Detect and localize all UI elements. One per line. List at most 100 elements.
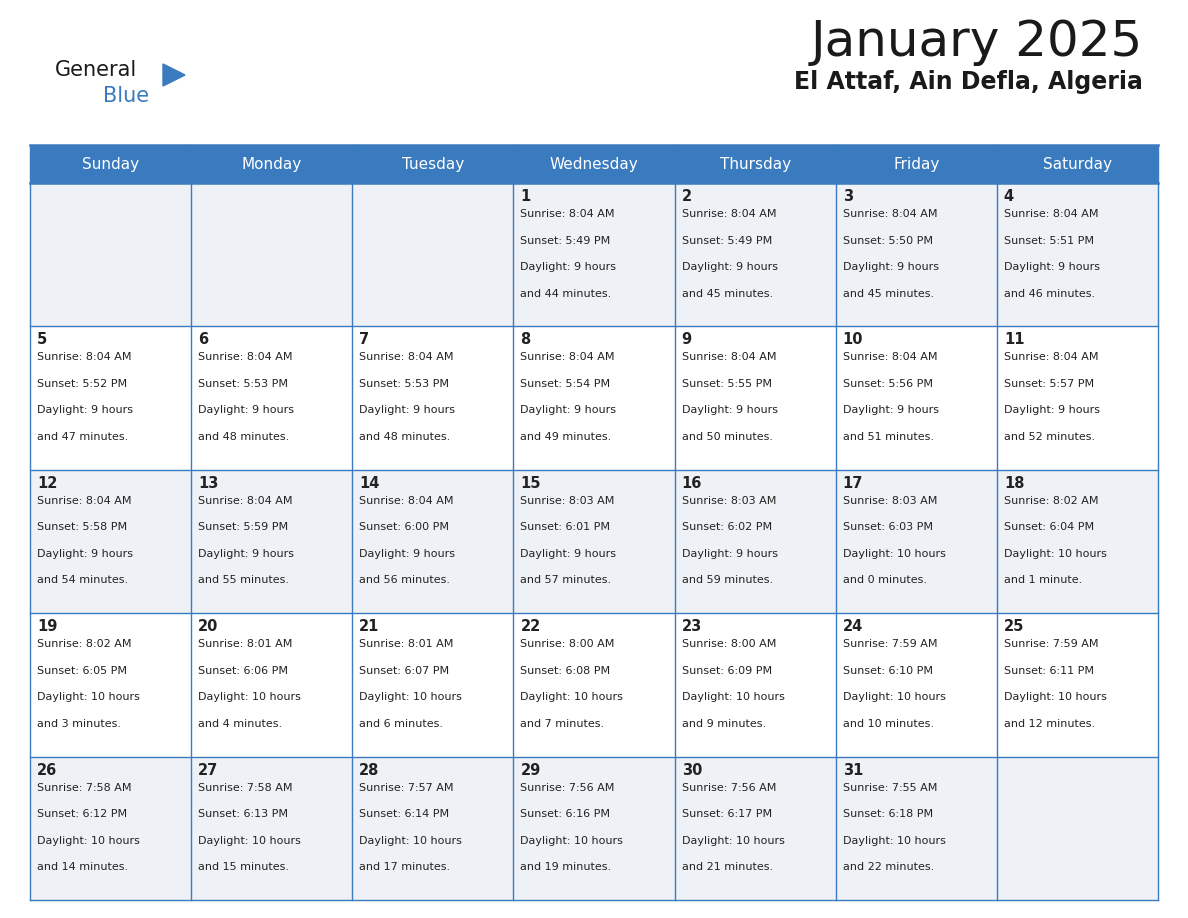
Text: Daylight: 10 hours: Daylight: 10 hours [842, 835, 946, 845]
Text: Sunset: 5:49 PM: Sunset: 5:49 PM [682, 236, 772, 245]
Text: Sunset: 5:52 PM: Sunset: 5:52 PM [37, 379, 127, 389]
Text: 18: 18 [1004, 476, 1024, 491]
Text: Sunset: 6:06 PM: Sunset: 6:06 PM [198, 666, 289, 676]
Text: 28: 28 [359, 763, 380, 778]
Text: and 10 minutes.: and 10 minutes. [842, 719, 934, 729]
Text: Sunrise: 8:04 AM: Sunrise: 8:04 AM [842, 209, 937, 219]
Text: 9: 9 [682, 332, 691, 347]
Text: Sunrise: 8:02 AM: Sunrise: 8:02 AM [1004, 496, 1099, 506]
Text: Sunset: 5:51 PM: Sunset: 5:51 PM [1004, 236, 1094, 245]
Text: Sunrise: 8:04 AM: Sunrise: 8:04 AM [1004, 209, 1099, 219]
Text: 6: 6 [198, 332, 208, 347]
Text: 4: 4 [1004, 189, 1015, 204]
Text: Daylight: 9 hours: Daylight: 9 hours [359, 406, 455, 416]
Text: Daylight: 10 hours: Daylight: 10 hours [842, 549, 946, 559]
Text: 19: 19 [37, 620, 57, 634]
Text: and 0 minutes.: and 0 minutes. [842, 576, 927, 586]
Text: Daylight: 10 hours: Daylight: 10 hours [359, 692, 462, 702]
Text: 26: 26 [37, 763, 57, 778]
Text: Sunrise: 8:04 AM: Sunrise: 8:04 AM [37, 496, 132, 506]
Text: Sunrise: 8:04 AM: Sunrise: 8:04 AM [198, 353, 292, 363]
Text: 31: 31 [842, 763, 864, 778]
Text: Daylight: 9 hours: Daylight: 9 hours [682, 262, 778, 272]
Text: Sunrise: 8:04 AM: Sunrise: 8:04 AM [520, 209, 615, 219]
Text: and 12 minutes.: and 12 minutes. [1004, 719, 1095, 729]
Text: Sunrise: 8:02 AM: Sunrise: 8:02 AM [37, 639, 132, 649]
Text: 12: 12 [37, 476, 57, 491]
Text: Sunset: 5:55 PM: Sunset: 5:55 PM [682, 379, 771, 389]
Text: Sunrise: 8:04 AM: Sunrise: 8:04 AM [198, 496, 292, 506]
Text: and 1 minute.: and 1 minute. [1004, 576, 1082, 586]
Text: Daylight: 9 hours: Daylight: 9 hours [198, 406, 295, 416]
Text: and 14 minutes.: and 14 minutes. [37, 862, 128, 872]
Text: and 51 minutes.: and 51 minutes. [842, 432, 934, 442]
Text: Daylight: 10 hours: Daylight: 10 hours [842, 692, 946, 702]
Text: January 2025: January 2025 [810, 18, 1143, 66]
Text: Daylight: 9 hours: Daylight: 9 hours [37, 549, 133, 559]
Text: Monday: Monday [241, 156, 302, 172]
Text: and 57 minutes.: and 57 minutes. [520, 576, 612, 586]
Text: Daylight: 9 hours: Daylight: 9 hours [198, 549, 295, 559]
Text: Sunset: 6:17 PM: Sunset: 6:17 PM [682, 809, 772, 819]
Text: Daylight: 10 hours: Daylight: 10 hours [37, 835, 140, 845]
Text: 13: 13 [198, 476, 219, 491]
Text: and 55 minutes.: and 55 minutes. [198, 576, 289, 586]
Bar [30, 183, 1158, 327]
Text: Sunrise: 8:04 AM: Sunrise: 8:04 AM [359, 353, 454, 363]
Text: 29: 29 [520, 763, 541, 778]
Text: Sunrise: 7:56 AM: Sunrise: 7:56 AM [682, 783, 776, 792]
Text: Sunrise: 8:03 AM: Sunrise: 8:03 AM [842, 496, 937, 506]
Text: Sunrise: 8:04 AM: Sunrise: 8:04 AM [682, 209, 776, 219]
Text: 27: 27 [198, 763, 219, 778]
Text: Sunset: 6:08 PM: Sunset: 6:08 PM [520, 666, 611, 676]
Text: Sunrise: 8:03 AM: Sunrise: 8:03 AM [520, 496, 615, 506]
Text: and 22 minutes.: and 22 minutes. [842, 862, 934, 872]
Text: 7: 7 [359, 332, 369, 347]
Text: and 9 minutes.: and 9 minutes. [682, 719, 766, 729]
Text: and 45 minutes.: and 45 minutes. [842, 288, 934, 298]
Text: Wednesday: Wednesday [550, 156, 638, 172]
Text: Sunset: 6:12 PM: Sunset: 6:12 PM [37, 809, 127, 819]
Text: Daylight: 10 hours: Daylight: 10 hours [198, 835, 301, 845]
Text: Sunset: 6:02 PM: Sunset: 6:02 PM [682, 522, 772, 532]
Text: Daylight: 9 hours: Daylight: 9 hours [682, 406, 778, 416]
Text: Sunset: 5:56 PM: Sunset: 5:56 PM [842, 379, 933, 389]
Text: Sunrise: 7:55 AM: Sunrise: 7:55 AM [842, 783, 937, 792]
Text: Sunset: 5:49 PM: Sunset: 5:49 PM [520, 236, 611, 245]
Text: Sunrise: 7:56 AM: Sunrise: 7:56 AM [520, 783, 615, 792]
Text: Sunrise: 8:04 AM: Sunrise: 8:04 AM [842, 353, 937, 363]
Text: 14: 14 [359, 476, 380, 491]
Text: General: General [55, 60, 138, 80]
Text: 23: 23 [682, 620, 702, 634]
Text: and 52 minutes.: and 52 minutes. [1004, 432, 1095, 442]
Text: and 6 minutes.: and 6 minutes. [359, 719, 443, 729]
Text: Thursday: Thursday [720, 156, 791, 172]
Text: Daylight: 10 hours: Daylight: 10 hours [682, 692, 784, 702]
Text: Daylight: 10 hours: Daylight: 10 hours [198, 692, 301, 702]
Text: Sunrise: 8:01 AM: Sunrise: 8:01 AM [359, 639, 454, 649]
Text: Sunset: 6:16 PM: Sunset: 6:16 PM [520, 809, 611, 819]
Polygon shape [163, 64, 185, 86]
Text: 3: 3 [842, 189, 853, 204]
Text: 24: 24 [842, 620, 862, 634]
Text: Daylight: 10 hours: Daylight: 10 hours [520, 835, 624, 845]
Text: Sunset: 6:18 PM: Sunset: 6:18 PM [842, 809, 933, 819]
Text: and 4 minutes.: and 4 minutes. [198, 719, 283, 729]
Text: Sunset: 6:03 PM: Sunset: 6:03 PM [842, 522, 933, 532]
Text: Sunset: 6:00 PM: Sunset: 6:00 PM [359, 522, 449, 532]
Text: Sunset: 6:09 PM: Sunset: 6:09 PM [682, 666, 772, 676]
Text: Sunrise: 8:01 AM: Sunrise: 8:01 AM [198, 639, 292, 649]
Text: Daylight: 10 hours: Daylight: 10 hours [1004, 692, 1107, 702]
Bar [30, 613, 1158, 756]
Text: Daylight: 9 hours: Daylight: 9 hours [842, 262, 939, 272]
Text: Friday: Friday [893, 156, 940, 172]
Text: Sunrise: 8:04 AM: Sunrise: 8:04 AM [1004, 353, 1099, 363]
Text: Sunrise: 7:57 AM: Sunrise: 7:57 AM [359, 783, 454, 792]
Text: and 45 minutes.: and 45 minutes. [682, 288, 772, 298]
Text: Sunset: 6:11 PM: Sunset: 6:11 PM [1004, 666, 1094, 676]
Text: Sunrise: 8:04 AM: Sunrise: 8:04 AM [37, 353, 132, 363]
Text: and 19 minutes.: and 19 minutes. [520, 862, 612, 872]
Text: 16: 16 [682, 476, 702, 491]
Text: Sunset: 6:14 PM: Sunset: 6:14 PM [359, 809, 449, 819]
Text: Sunset: 6:04 PM: Sunset: 6:04 PM [1004, 522, 1094, 532]
